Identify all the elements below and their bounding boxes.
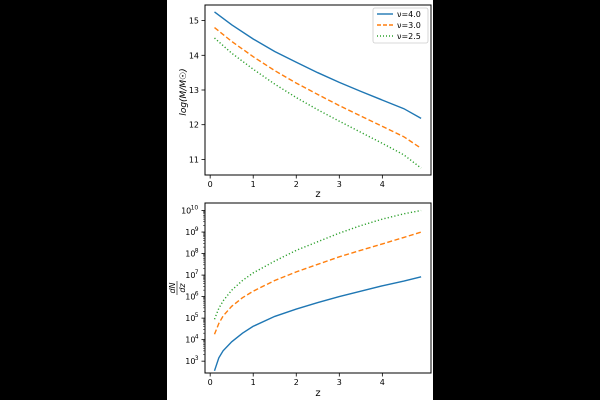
y-tick-label-base: 10 (185, 228, 195, 237)
figure-background (167, 0, 433, 400)
bottom-plot-frame (204, 202, 432, 374)
top-y-axis-label: log(M/M☉) (179, 68, 189, 115)
x-tick-label: 0 (208, 378, 213, 387)
legend-label-nu4: ν=4.0 (397, 10, 421, 19)
y-tick-label-base: 10 (185, 357, 195, 366)
x-tick-label: 2 (294, 180, 299, 189)
y-label-denominator: dz (178, 283, 187, 293)
y-tick-label-exponent: 3 (195, 355, 199, 362)
legend-box (372, 7, 429, 44)
bottom-x-ticks: 0 1 2 3 4 (208, 373, 385, 387)
bottom-y-axis-label: dN dz (168, 281, 187, 295)
series-line-1-0 (213, 276, 422, 372)
y-tick-label-exponent: 5 (195, 312, 199, 319)
y-tick-label-base: 10 (185, 293, 195, 302)
y-tick-label-base: 10 (185, 314, 195, 323)
top-x-ticks: 0 1 2 3 4 (208, 175, 385, 189)
y-tick-label: 13 (189, 86, 199, 95)
top-y-ticks: 11 12 13 14 15 (189, 17, 205, 164)
y-tick-label-exponent: 10 (191, 205, 199, 212)
top-legend: ν=4.0 ν=3.0 ν=2.5 (372, 7, 429, 44)
y-tick-label-exponent: 6 (195, 291, 199, 298)
x-tick-label: 4 (380, 180, 385, 189)
y-tick-label-exponent: 7 (195, 269, 199, 276)
top-series-group (214, 11, 422, 169)
y-tick-label-base: 10 (185, 250, 195, 259)
legend-label-nu25: ν=2.5 (397, 32, 421, 41)
x-tick-label: 0 (208, 180, 213, 189)
y-tick-label-base: 10 (185, 336, 195, 345)
y-tick-label: 15 (189, 17, 199, 26)
y-tick-label-exponent: 8 (195, 248, 199, 255)
y-tick-label-exponent: 4 (195, 334, 199, 341)
series-line-0-2 (214, 37, 422, 169)
x-tick-label: 4 (380, 378, 385, 387)
legend-label-nu3: ν=3.0 (397, 21, 421, 30)
x-tick-label: 1 (251, 378, 256, 387)
bottom-x-axis-label: z (315, 388, 320, 399)
y-label-numerator: dN (168, 282, 177, 293)
series-line-0-0 (214, 11, 422, 120)
x-tick-label: 2 (294, 378, 299, 387)
y-tick-label: 11 (189, 155, 199, 164)
series-line-1-2 (213, 209, 422, 320)
y-tick-label-base: 10 (185, 271, 195, 280)
x-tick-label: 3 (337, 180, 342, 189)
y-tick-label: 14 (189, 51, 199, 60)
y-tick-label: 12 (189, 121, 199, 130)
series-line-0-1 (214, 27, 422, 149)
bottom-series-group (213, 209, 422, 372)
y-tick-label-exponent: 9 (195, 226, 199, 233)
y-tick-label-base: 10 (181, 207, 191, 216)
x-tick-label: 3 (337, 378, 342, 387)
top-x-axis-label: z (315, 189, 320, 200)
x-tick-label: 1 (251, 180, 256, 189)
